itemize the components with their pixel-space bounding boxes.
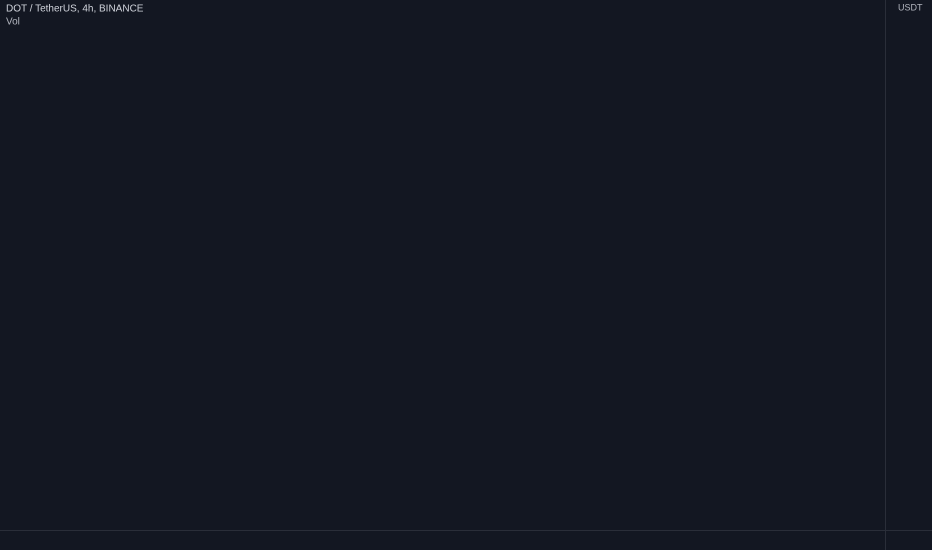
currency: USDT (898, 2, 923, 12)
chart-title: DOT / TetherUS, 4h, BINANCE (6, 4, 144, 15)
volume-label: Vol (6, 17, 20, 28)
